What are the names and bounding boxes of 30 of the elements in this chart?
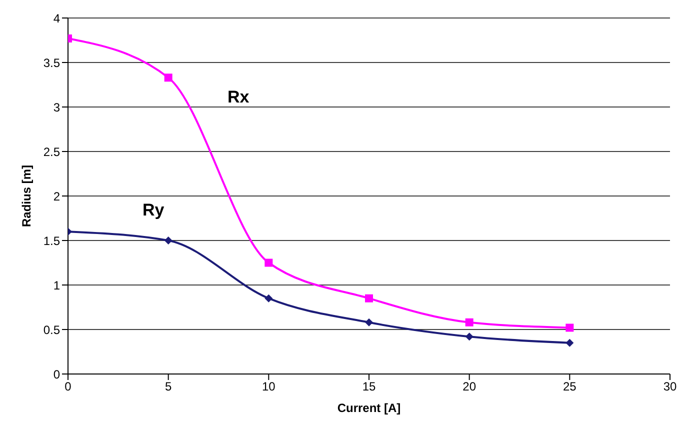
point: [264, 294, 273, 302]
y-tick-label: 0: [53, 367, 60, 382]
point: [566, 338, 574, 347]
x-tick-label: 0: [64, 380, 72, 394]
y-axis-title: Radius [m]: [19, 164, 34, 228]
point: [465, 332, 474, 341]
point: [164, 236, 172, 244]
y-tick-label: 2: [53, 189, 60, 204]
x-axis-title: Current [A]: [337, 401, 401, 415]
y-tick-label: 0.5: [43, 322, 60, 337]
x-tick-label: 15: [362, 380, 376, 394]
point: [465, 318, 474, 326]
y-tick-label: 1: [53, 278, 60, 292]
point: [365, 294, 373, 302]
y-tick-label: 4: [53, 11, 60, 26]
point: [566, 324, 574, 332]
y-tick-label: 3: [53, 100, 60, 114]
text: Rx: [227, 88, 250, 107]
point: [365, 318, 373, 326]
y-tick-label: 1.5: [43, 234, 60, 248]
x-tick-label: 25: [562, 380, 577, 394]
x-tick-label: 30: [663, 380, 677, 394]
point: [264, 258, 273, 267]
x-tick-label: 10: [262, 380, 276, 394]
x-tick-label: 20: [462, 380, 476, 394]
x-tick-label: 5: [164, 380, 172, 394]
series-label: Ry: [142, 200, 165, 220]
y-tick-label: 3.5: [43, 56, 60, 70]
point: [164, 74, 172, 82]
y-tick-label: 2.5: [43, 144, 60, 159]
